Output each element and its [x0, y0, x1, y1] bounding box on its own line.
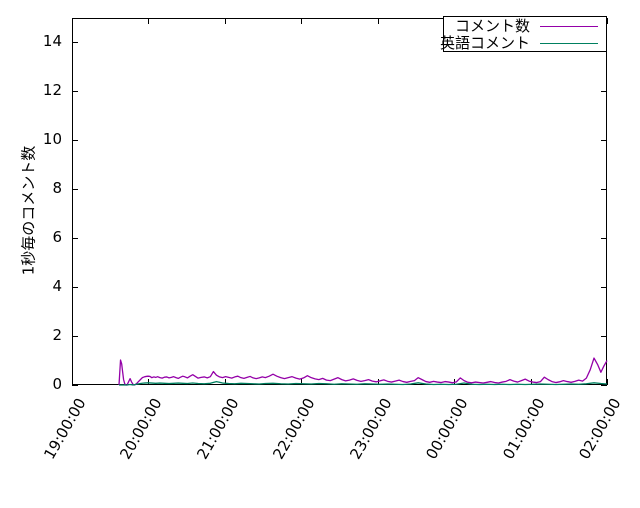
x-tick-label: 02:00:00	[575, 395, 625, 463]
y-tick-mark	[72, 91, 78, 93]
y-tick-label: 8	[52, 179, 62, 198]
y-tick-label: 14	[42, 32, 62, 51]
y-tick-label: 4	[52, 277, 62, 296]
x-tick-label: 23:00:00	[346, 395, 396, 463]
y-tick-mark	[72, 336, 78, 338]
x-tick-mark	[530, 379, 532, 385]
x-tick-label: 22:00:00	[269, 395, 319, 463]
x-tick-label: 00:00:00	[422, 395, 472, 463]
legend-swatch-english	[540, 43, 598, 44]
y-tick-label: 6	[52, 228, 62, 247]
legend-item-comments: コメント数	[444, 17, 606, 35]
y-tick-mark	[601, 91, 607, 93]
plot-area	[72, 18, 607, 385]
chart-root: 1秒毎のコメント数 0 2 4 6 8 10 12 14 19:00:00 20:00:00 21…	[19, 16, 625, 462]
x-tick-mark	[301, 379, 303, 385]
legend: コメント数 英語コメント	[440, 16, 607, 52]
legend-label-english: 英語コメント	[439, 34, 530, 52]
y-tick-mark	[601, 238, 607, 240]
x-tick-mark	[377, 18, 379, 24]
x-tick-label: 19:00:00	[40, 395, 90, 463]
x-tick-label: 01:00:00	[498, 395, 549, 463]
x-tick-mark	[148, 18, 150, 24]
x-tick-label: 21:00:00	[193, 395, 243, 463]
x-tick-mark	[148, 379, 150, 385]
y-tick-label: 0	[52, 375, 62, 393]
x-tick-mark	[377, 379, 379, 385]
x-tick-mark	[224, 18, 226, 24]
y-tick-mark	[601, 140, 607, 142]
y-tick-mark	[72, 140, 78, 142]
y-tick-label: 12	[42, 81, 62, 100]
y-tick-mark	[601, 189, 607, 191]
x-tick-mark	[454, 379, 456, 385]
y-axis-label: 1秒毎のコメント数	[19, 145, 38, 276]
y-tick-mark	[601, 385, 607, 386]
x-tick-mark	[607, 18, 608, 24]
y-tick-mark	[601, 336, 607, 338]
y-tick-mark	[72, 42, 78, 44]
y-tick-mark	[72, 189, 78, 191]
legend-item-english: 英語コメント	[440, 34, 606, 52]
y-tick-mark	[72, 287, 78, 289]
y-tick-mark	[601, 287, 607, 289]
y-tick-mark	[72, 238, 78, 240]
legend-label-comments: コメント数	[454, 17, 530, 35]
x-tick-mark	[224, 379, 226, 385]
y-tick-mark	[72, 385, 78, 386]
legend-swatch-comments	[540, 26, 598, 27]
y-tick-label: 2	[52, 326, 62, 345]
x-tick-label: 20:00:00	[116, 395, 167, 463]
x-tick-mark	[72, 18, 73, 24]
x-tick-mark	[301, 18, 303, 24]
x-tick-mark	[607, 379, 608, 385]
y-tick-label: 10	[42, 130, 62, 149]
x-tick-mark	[72, 379, 73, 385]
